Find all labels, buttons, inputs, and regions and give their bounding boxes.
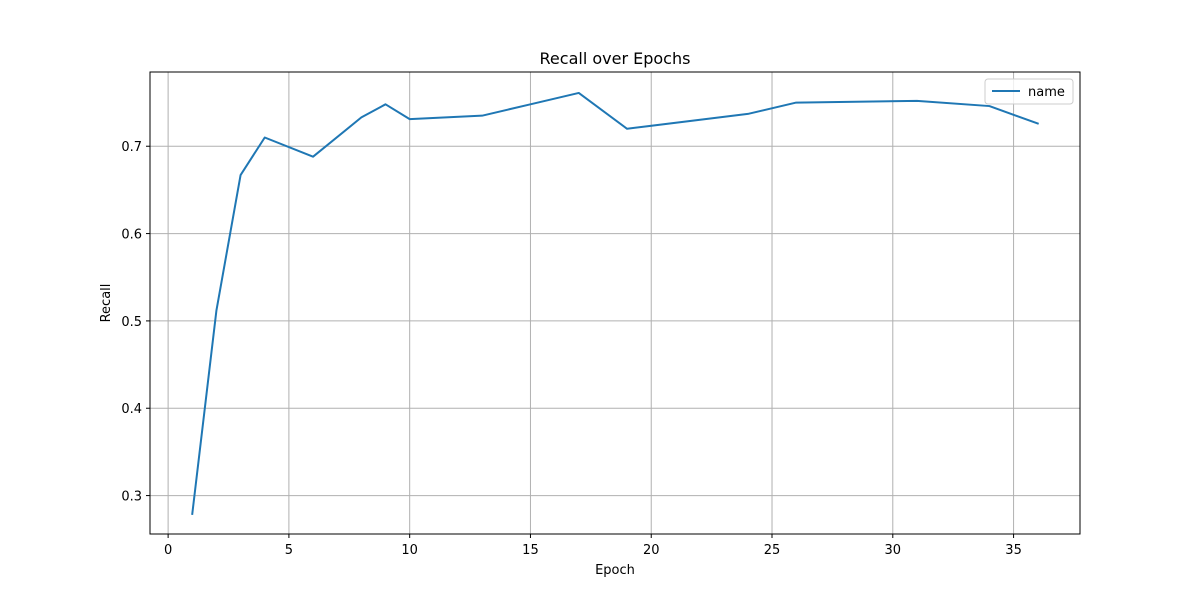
x-tick-label: 5: [285, 543, 293, 558]
y-tick-label: 0.7: [121, 140, 142, 155]
x-tick-label: 25: [764, 543, 781, 558]
legend: name: [984, 78, 1074, 105]
y-axis-title: Recall: [99, 284, 114, 323]
chart-title: Recall over Epochs: [540, 49, 691, 68]
x-axis-title: Epoch: [595, 563, 635, 578]
x-tick-label: 20: [643, 543, 660, 558]
y-tick-label: 0.3: [121, 490, 142, 505]
grid: [150, 72, 1080, 534]
axis-ticks: 0 5 10 15 20 25 30 35 0.3 0.4 0.5 0.6 0.7: [121, 140, 1022, 558]
x-tick-label: 30: [885, 543, 902, 558]
x-tick-label: 10: [401, 543, 418, 558]
x-tick-label: 15: [522, 543, 539, 558]
x-tick-label: 0: [164, 543, 172, 558]
plot-area-frame: [149, 71, 1081, 535]
legend-label: name: [1028, 85, 1065, 100]
series: [191, 91, 1040, 516]
y-tick-label: 0.5: [121, 315, 142, 330]
legend-box: [984, 78, 1074, 105]
y-tick-label: 0.4: [121, 402, 142, 417]
x-tick-label: 35: [1005, 543, 1022, 558]
y-tick-label: 0.6: [121, 228, 142, 243]
